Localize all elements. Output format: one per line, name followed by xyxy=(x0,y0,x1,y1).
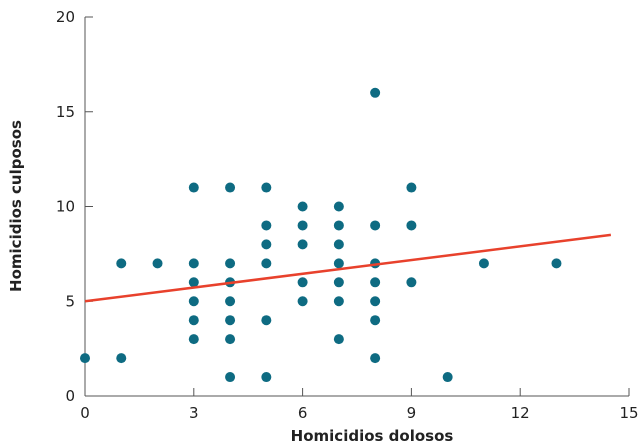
data-point xyxy=(370,296,381,307)
data-point xyxy=(261,239,272,250)
data-point xyxy=(551,258,562,269)
y-tick-label: 5 xyxy=(65,292,75,310)
data-point xyxy=(80,353,90,364)
data-point xyxy=(297,296,308,307)
data-points xyxy=(80,87,562,383)
data-point xyxy=(333,334,344,345)
x-tick-label: 0 xyxy=(80,404,90,422)
y-tick-label: 0 xyxy=(65,387,75,405)
data-point xyxy=(225,182,236,193)
x-tick-label: 15 xyxy=(619,404,638,422)
data-point xyxy=(333,296,344,307)
data-point xyxy=(188,277,199,288)
x-tick-label: 3 xyxy=(189,404,199,422)
data-point xyxy=(261,258,272,269)
x-axis: 0 3 6 9 12 15 xyxy=(80,388,639,422)
data-point xyxy=(188,258,199,269)
data-point xyxy=(297,239,308,250)
data-point xyxy=(297,277,308,288)
data-point xyxy=(152,258,163,269)
data-point xyxy=(370,315,381,326)
y-tick-label: 10 xyxy=(56,198,75,216)
data-point xyxy=(406,182,417,193)
data-point xyxy=(225,334,236,345)
data-point xyxy=(261,182,272,193)
x-tick-label: 6 xyxy=(298,404,308,422)
y-tick-label: 15 xyxy=(56,103,75,121)
data-point xyxy=(370,277,381,288)
data-point xyxy=(261,315,272,326)
data-point xyxy=(442,372,453,383)
y-tick-label: 20 xyxy=(56,8,75,26)
data-point xyxy=(225,296,236,307)
data-point xyxy=(333,258,344,269)
data-point xyxy=(333,277,344,288)
data-point xyxy=(406,220,417,231)
data-point xyxy=(297,201,308,212)
data-point xyxy=(370,87,381,98)
data-point xyxy=(406,277,417,288)
data-point xyxy=(188,315,199,326)
trend-line-group xyxy=(84,233,612,303)
data-point xyxy=(188,296,199,307)
x-axis-title: Homicidios dolosos xyxy=(291,427,454,445)
x-tick-label: 12 xyxy=(511,404,530,422)
data-point xyxy=(333,201,344,212)
data-point xyxy=(333,220,344,231)
x-tick-label: 9 xyxy=(407,404,417,422)
data-point xyxy=(261,220,272,231)
data-point xyxy=(188,182,199,193)
trend-line xyxy=(84,233,612,303)
data-point xyxy=(225,372,236,383)
y-axis: 0 5 10 15 20 xyxy=(56,8,93,405)
data-point xyxy=(370,220,381,231)
data-point xyxy=(116,258,127,269)
data-point xyxy=(333,239,344,250)
data-point xyxy=(116,353,127,364)
data-point xyxy=(188,334,199,345)
data-point xyxy=(225,258,236,269)
data-point xyxy=(370,353,381,364)
data-point xyxy=(478,258,489,269)
data-point xyxy=(261,372,272,383)
data-point xyxy=(297,220,308,231)
data-point xyxy=(225,315,236,326)
y-axis-title: Homicidios culposos xyxy=(7,120,25,292)
